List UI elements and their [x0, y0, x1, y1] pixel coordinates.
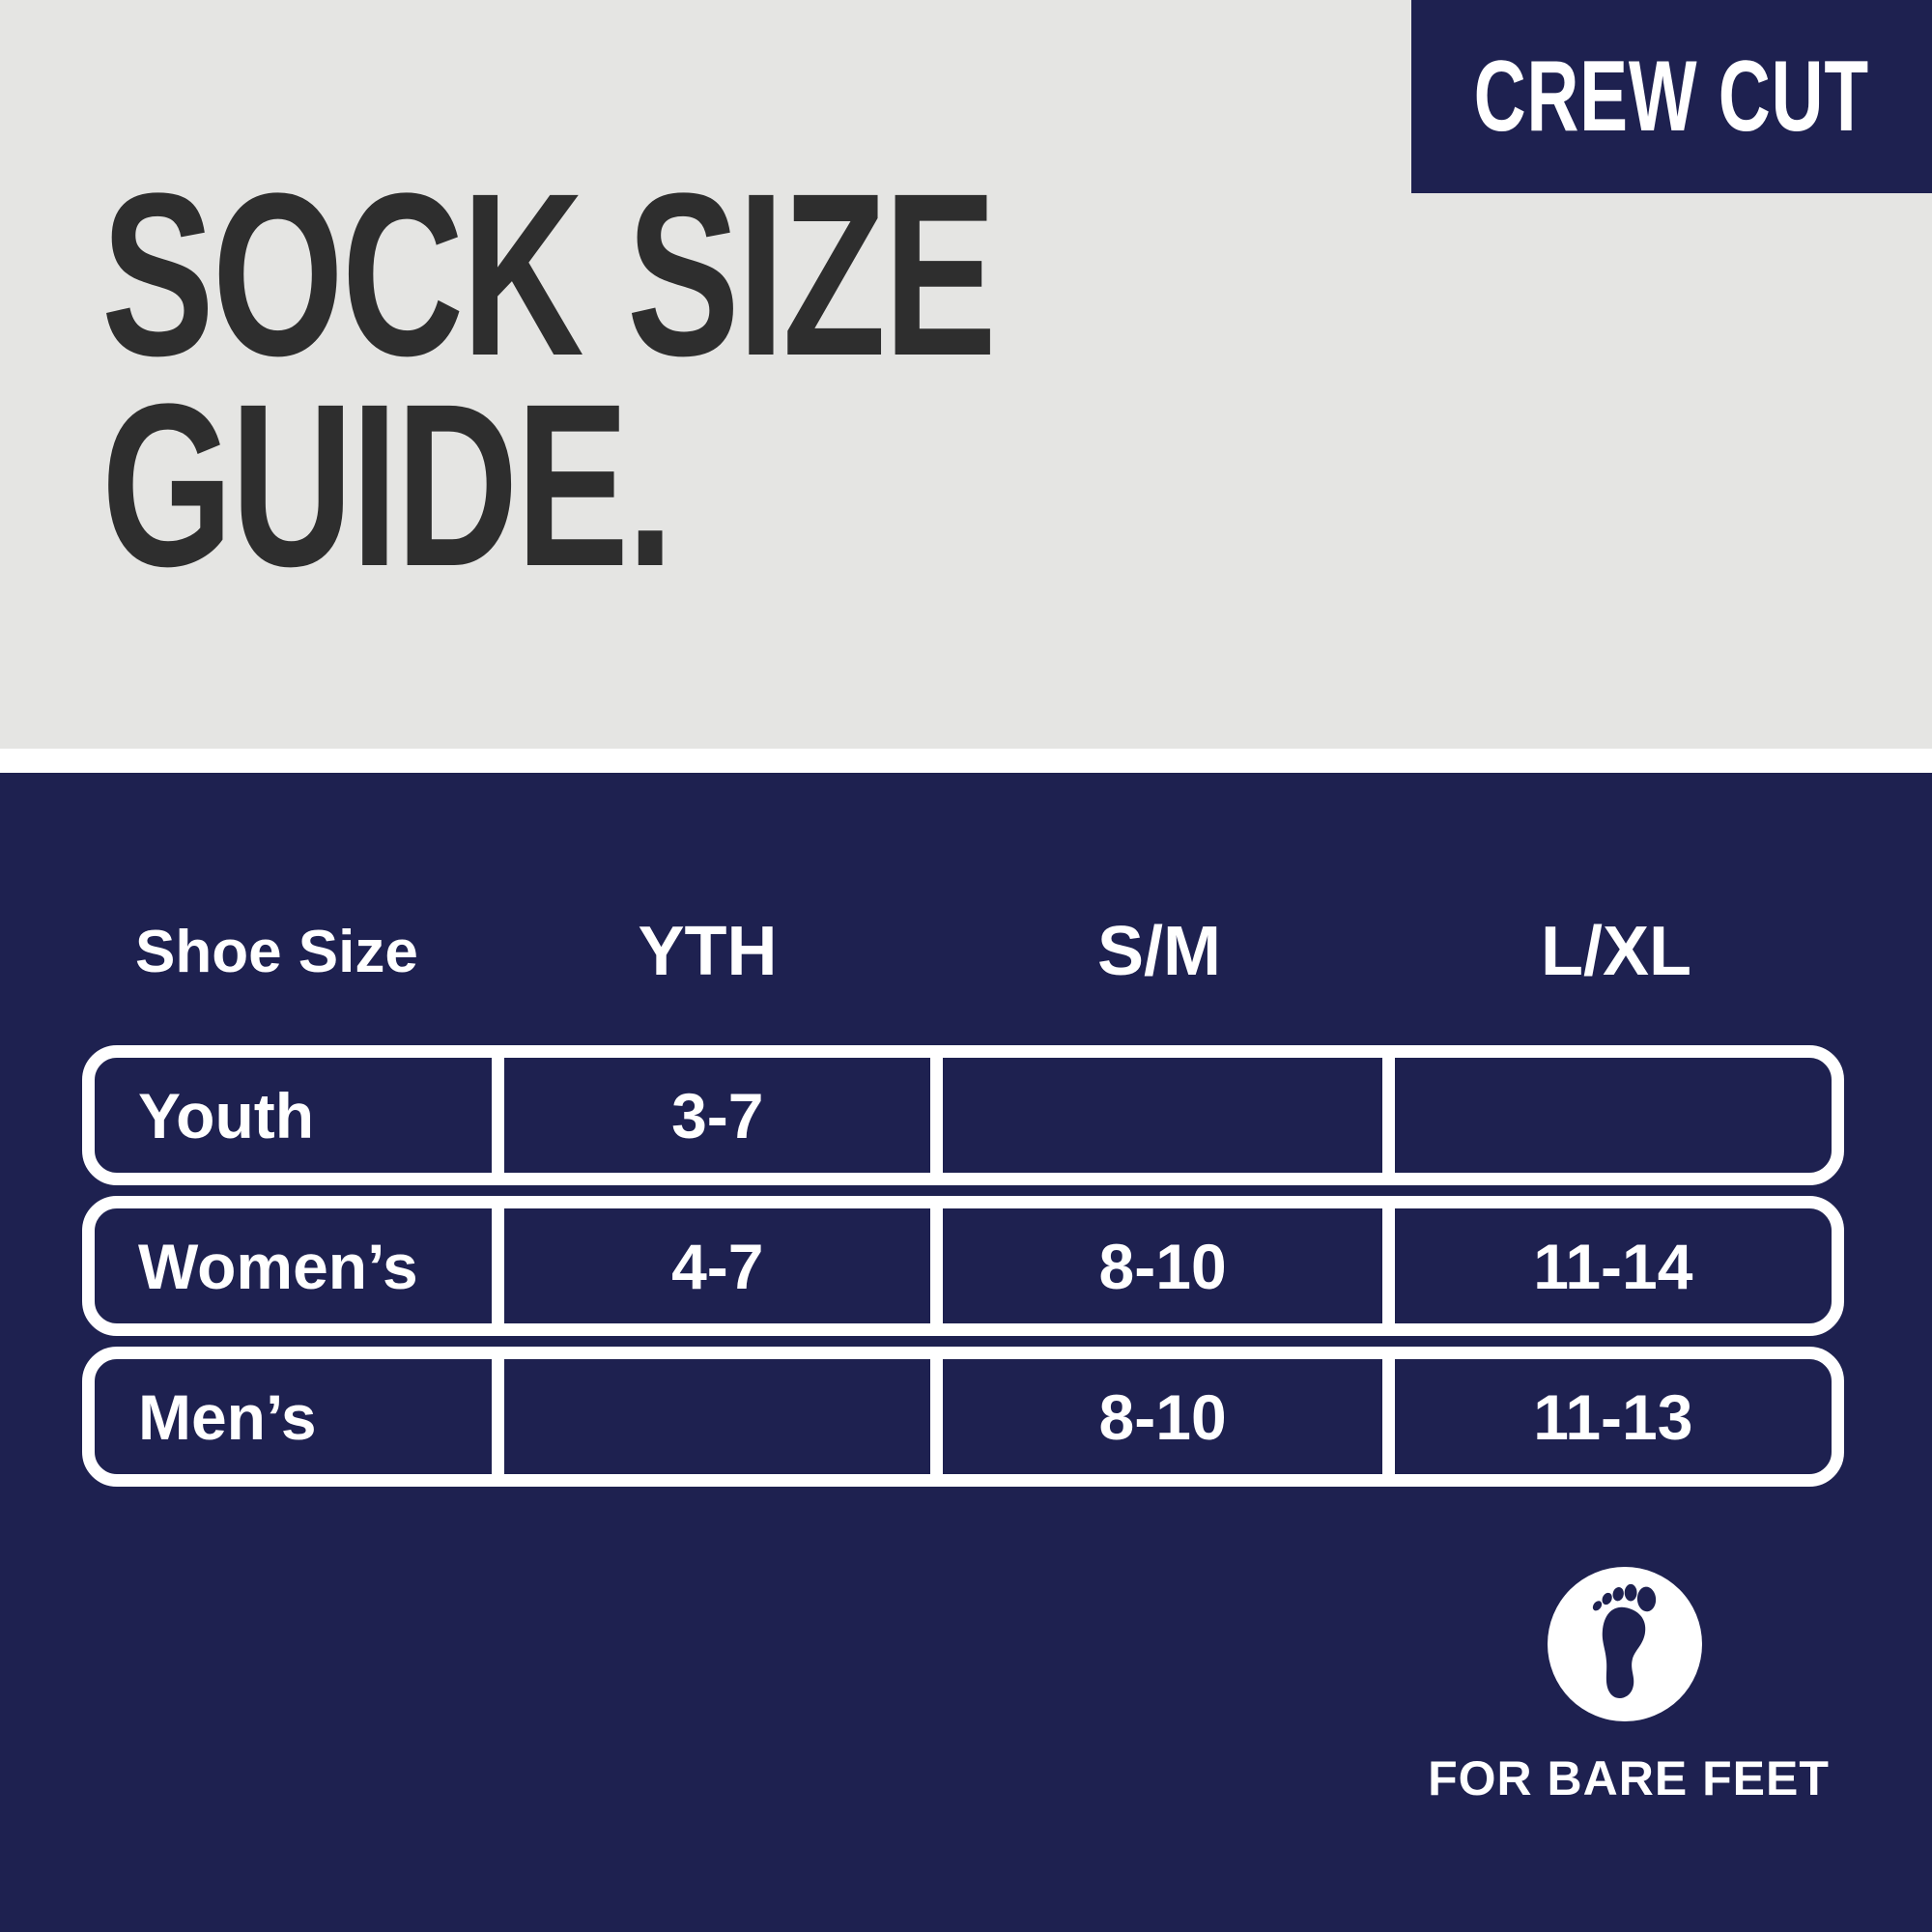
page-title-line1: SOCK SIZE [101, 145, 997, 404]
cell-womens-sm: 8-10 [930, 1208, 1381, 1323]
cell-womens-yth: 4-7 [492, 1208, 930, 1323]
brand-wordmark: FOR BARE FEET [1428, 1751, 1830, 1805]
column-header-yth: YTH [638, 913, 778, 990]
column-header-lxl: L/XL [1541, 913, 1691, 990]
cell-mens-sm: 8-10 [930, 1359, 1381, 1474]
row-label-youth: Youth [138, 1079, 315, 1151]
cell-youth-sm [930, 1058, 1381, 1173]
crew-cut-badge-label: CREW CUT [1473, 40, 1870, 153]
column-header-shoe-size: Shoe Size [135, 919, 418, 985]
cell-womens-lxl: 11-14 [1381, 1208, 1832, 1323]
table-row: Women’s 4-7 8-10 11-14 [82, 1196, 1844, 1336]
table-row: Men’s 8-10 11-13 [82, 1347, 1844, 1487]
column-header-sm: S/M [1096, 913, 1221, 990]
cell-youth-lxl [1381, 1058, 1832, 1173]
page-title-line2: GUIDE. [101, 355, 674, 614]
cell-youth-yth: 3-7 [492, 1058, 930, 1173]
cell-mens-yth [492, 1359, 930, 1474]
cell-mens-lxl: 11-13 [1381, 1359, 1832, 1474]
size-table: Youth 3-7 Women’s 4-7 8-10 11-14 Men’s 8… [82, 1045, 1844, 1497]
page-title: SOCK SIZE GUIDE. [101, 145, 997, 614]
footprint-icon [1548, 1567, 1702, 1721]
row-label-mens: Men’s [138, 1380, 317, 1453]
table-row: Youth 3-7 [82, 1045, 1844, 1185]
size-table-header-row: Shoe Size YTH S/M L/XL [82, 898, 1844, 990]
row-label-womens: Women’s [138, 1230, 418, 1302]
divider-strip [0, 749, 1932, 773]
crew-cut-badge: CREW CUT [1411, 0, 1932, 193]
